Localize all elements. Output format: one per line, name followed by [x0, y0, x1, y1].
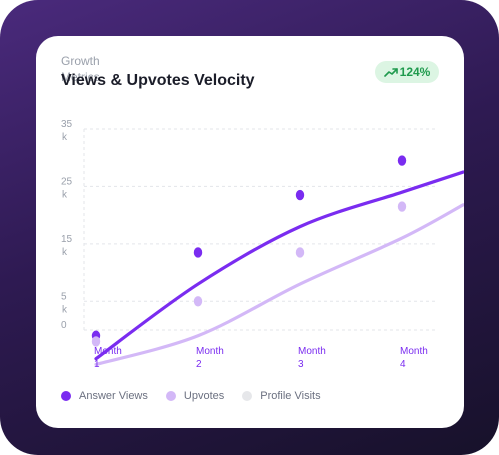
legend-label-profile-visits: Profile Visits	[260, 390, 320, 402]
data-point-answer-views	[194, 247, 202, 257]
series-line-upvotes	[96, 205, 463, 365]
y-tick-label: 15 k	[61, 234, 73, 258]
chart-legend: Answer Views Upvotes Profile Visits	[61, 390, 321, 402]
y-tick-label: 0	[61, 320, 67, 331]
legend-swatch-answer-views	[61, 391, 71, 401]
data-point-answer-views	[296, 190, 304, 200]
x-tick-label: Month 3	[298, 346, 326, 370]
y-tick-label: 25 k	[61, 176, 73, 200]
data-point-upvotes	[194, 296, 202, 306]
series-line-answer-views	[96, 172, 463, 359]
y-tick-label: 35 k	[61, 119, 73, 143]
legend-swatch-profile-visits	[242, 391, 252, 401]
data-point-answer-views	[398, 155, 406, 165]
chart-card: Growth Metrics Views & Upvotes Velocity …	[36, 36, 464, 428]
legend-item-answer-views[interactable]: Answer Views	[61, 390, 148, 402]
x-tick-label: Month 2	[196, 346, 224, 370]
legend-label-upvotes: Upvotes	[184, 390, 224, 402]
data-point-upvotes	[296, 247, 304, 257]
legend-item-upvotes[interactable]: Upvotes	[166, 390, 224, 402]
legend-item-profile-visits[interactable]: Profile Visits	[242, 390, 320, 402]
data-point-upvotes	[398, 201, 406, 211]
legend-swatch-upvotes	[166, 391, 176, 401]
legend-label-answer-views: Answer Views	[79, 390, 148, 402]
data-point-upvotes	[92, 336, 100, 346]
x-tick-label: Month 4	[400, 346, 428, 370]
